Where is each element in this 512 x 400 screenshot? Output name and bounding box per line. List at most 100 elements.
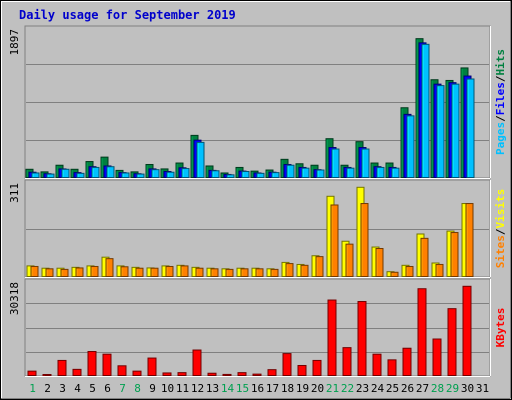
bar-sites-day-3	[60, 268, 69, 278]
x-tick-label-day-7: 7	[119, 382, 126, 395]
x-tick-label-day-23: 23	[356, 382, 369, 395]
bar-kbytes-day-3	[57, 359, 67, 377]
bar-sites-day-21	[330, 204, 339, 277]
chart-panels: 1897Pages/Files/Hits311Sites/Visits30318…	[8, 25, 507, 377]
right-legend: Sites/Visits	[494, 189, 507, 269]
bar-pages-day-14	[226, 174, 235, 178]
bar-kbytes-day-23	[357, 301, 367, 376]
x-tick-label-day-2: 2	[44, 382, 51, 395]
bar-pages-day-8	[136, 173, 145, 178]
bar-sites-day-11	[180, 265, 189, 278]
bar-kbytes-day-30	[462, 285, 472, 377]
x-tick-label-day-30: 30	[461, 382, 474, 395]
bar-kbytes-day-9	[147, 357, 157, 377]
bar-pages-day-1	[31, 172, 40, 178]
bar-sites-day-17	[270, 268, 279, 278]
bar-sites-day-24	[375, 247, 384, 278]
x-tick-label-day-1: 1	[29, 382, 36, 395]
bar-pages-day-30	[466, 78, 475, 178]
bar-kbytes-day-27	[417, 288, 427, 377]
series-kbytes	[27, 285, 472, 377]
bar-pages-day-28	[436, 85, 445, 178]
bar-sites-day-15	[240, 268, 249, 277]
x-tick-label-day-17: 17	[266, 382, 279, 395]
x-tick-label-day-21: 21	[326, 382, 339, 395]
bar-kbytes-day-29	[447, 308, 457, 377]
x-tick-label-day-18: 18	[281, 382, 294, 395]
right-legend-part: Files	[494, 82, 507, 115]
bar-sites-day-18	[285, 263, 294, 277]
bar-sites-day-9	[150, 267, 159, 278]
bar-sites-day-19	[300, 264, 309, 277]
bar-kbytes-day-2	[42, 374, 52, 376]
bar-sites-day-12	[195, 267, 204, 278]
bar-sites-day-29	[450, 232, 459, 278]
bar-pages-day-7	[121, 172, 130, 178]
bar-pages-day-26	[406, 115, 415, 178]
right-legend: Pages/Files/Hits	[494, 49, 507, 155]
x-tick-label-day-11: 11	[176, 382, 189, 395]
x-tick-label-day-3: 3	[59, 382, 66, 395]
series-sites	[30, 203, 474, 278]
bar-kbytes-day-26	[402, 347, 412, 376]
bar-pages-day-24	[376, 166, 385, 178]
bar-pages-day-17	[271, 172, 280, 179]
bar-pages-day-16	[256, 172, 265, 179]
bar-kbytes-day-1	[27, 370, 37, 376]
bar-kbytes-day-20	[312, 359, 322, 377]
x-tick-label-day-29: 29	[446, 382, 459, 395]
bar-pages-day-19	[301, 167, 310, 178]
bar-sites-day-23	[360, 203, 369, 277]
x-tick-label-day-31: 31	[476, 382, 489, 395]
bar-kbytes-day-16	[252, 373, 262, 376]
bar-kbytes-day-12	[192, 349, 202, 376]
bar-kbytes-day-21	[327, 299, 337, 376]
bar-kbytes-day-15	[237, 372, 247, 376]
bar-kbytes-day-4	[72, 368, 82, 376]
bar-sites-day-14	[225, 268, 234, 278]
bar-sites-day-7	[120, 266, 129, 277]
right-legend-part: /	[494, 75, 507, 82]
x-tick-label-day-4: 4	[74, 382, 81, 395]
y-max-label: 311	[8, 183, 21, 203]
bar-kbytes-day-11	[177, 372, 187, 376]
x-tick-label-day-10: 10	[161, 382, 174, 395]
x-tick-label-day-14: 14	[221, 382, 235, 395]
right-legend-part: KBytes	[494, 308, 507, 348]
bar-pages-day-15	[241, 170, 250, 179]
right-legend-part: Pages	[494, 122, 507, 155]
bar-pages-day-3	[61, 168, 70, 178]
right-legend-part: Visits	[494, 189, 507, 229]
chart-panel-2: 311 Sites/Visits	[8, 179, 507, 278]
bar-kbytes-day-25	[387, 359, 397, 377]
x-tick-label-day-12: 12	[191, 382, 204, 395]
bar-pages-day-4	[76, 172, 85, 179]
x-axis-day-labels: 1 2 3 4 5 6 7 8 9 10 11 12 13 14 15 16 17 18 19 20 21 22 23 24 2…	[29, 382, 489, 395]
bar-sites-day-13	[210, 268, 219, 277]
x-tick-label-day-25: 25	[386, 382, 399, 395]
bar-sites-day-16	[255, 268, 264, 277]
bar-kbytes-day-7	[117, 365, 127, 376]
bar-kbytes-day-5	[87, 351, 97, 376]
bar-kbytes-day-8	[132, 370, 142, 376]
bar-kbytes-day-18	[282, 353, 292, 377]
x-tick-label-day-8: 8	[134, 382, 141, 395]
bar-kbytes-day-17	[267, 369, 277, 376]
bar-kbytes-day-19	[297, 364, 307, 376]
bar-pages-day-21	[331, 148, 340, 178]
bar-sites-day-1	[30, 265, 39, 278]
x-tick-label-day-16: 16	[251, 382, 264, 395]
chart-title: Daily usage for September 2019	[19, 8, 236, 22]
bar-pages-day-6	[106, 166, 115, 179]
x-tick-label-day-26: 26	[401, 382, 414, 395]
bar-sites-day-26	[405, 265, 414, 278]
bar-sites-day-27	[420, 237, 429, 278]
bar-pages-day-13	[211, 170, 220, 179]
bar-pages-day-9	[151, 169, 160, 179]
bar-sites-day-22	[345, 243, 354, 278]
right-legend: KBytes	[494, 308, 507, 348]
bar-sites-day-5	[90, 265, 99, 278]
bar-sites-day-2	[45, 268, 54, 277]
bar-kbytes-day-14	[222, 373, 232, 376]
